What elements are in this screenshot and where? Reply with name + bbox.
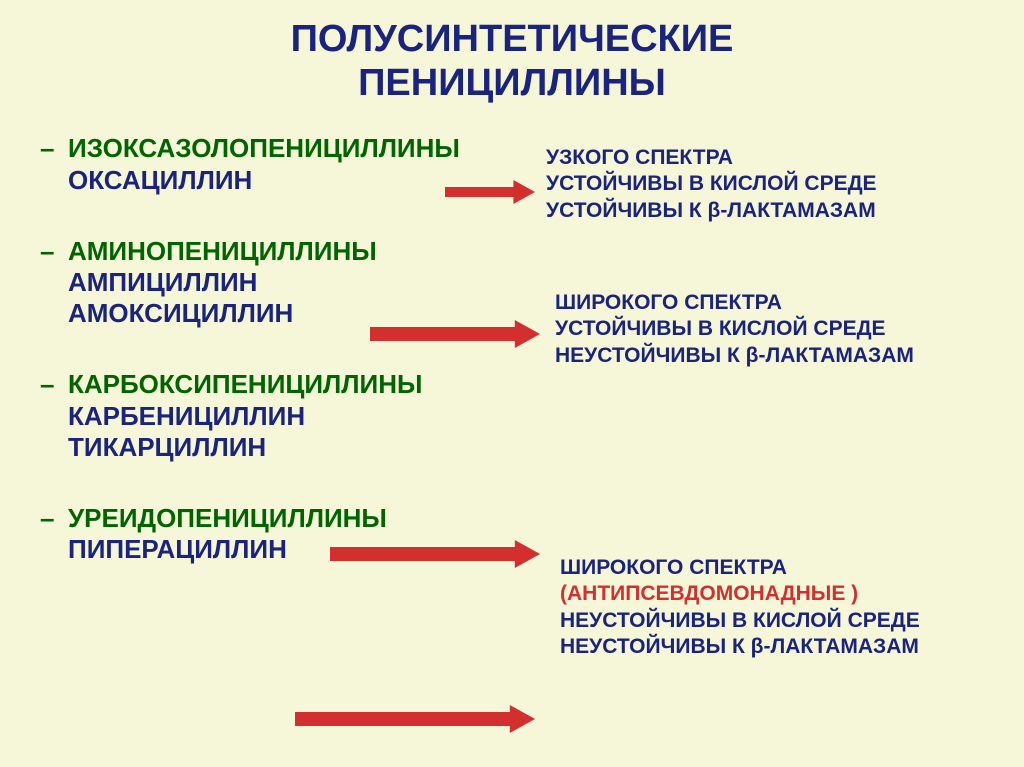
- desc-line: НЕУСТОЙЧИВЫ К β-ЛАКТАМАЗАМ: [560, 634, 920, 660]
- desc-line: НЕУСТОЙЧИВЫ В КИСЛОЙ СРЕДЕ: [560, 608, 920, 634]
- arrow-icon: [330, 540, 540, 568]
- group-carboxy: – КАРБОКСИПЕНИЦИЛЛИНЫ КАРБЕНИЦИЛЛИН ТИКА…: [40, 369, 1024, 463]
- desc-block-1: ШИРОКОГО СПЕКТРА УСТОЙЧИВЫ В КИСЛОЙ СРЕД…: [555, 290, 914, 369]
- arrow-icon: [370, 320, 540, 348]
- desc-block-0: УЗКОГО СПЕКТРА УСТОЙЧИВЫ В КИСЛОЙ СРЕДЕ …: [546, 145, 877, 224]
- desc-line: ШИРОКОГО СПЕКТРА: [555, 290, 914, 316]
- desc-line: ШИРОКОГО СПЕКТРА: [560, 555, 920, 581]
- bullet-dash: –: [40, 133, 68, 164]
- desc-line: НЕУСТОЙЧИВЫ К β-ЛАКТАМАЗАМ: [555, 343, 914, 369]
- arrow-icon: [445, 180, 535, 204]
- desc-line: УЗКОГО СПЕКТРА: [546, 145, 877, 171]
- bullet-dash: –: [40, 236, 68, 267]
- desc-line: УСТОЙЧИВЫ К β-ЛАКТАМАЗАМ: [546, 198, 877, 224]
- group-head: ИЗОКСАЗОЛОПЕНИЦИЛЛИНЫ: [68, 133, 460, 164]
- bullet-dash: –: [40, 369, 68, 400]
- title-line-1: ПОЛУСИНТЕТИЧЕСКИЕ: [0, 18, 1024, 62]
- group-head: АМИНОПЕНИЦИЛЛИНЫ: [68, 236, 377, 267]
- desc-block-2: ШИРОКОГО СПЕКТРА (АНТИПСЕВДОМОНАДНЫЕ ) Н…: [560, 555, 920, 660]
- slide-title: ПОЛУСИНТЕТИЧЕСКИЕ ПЕНИЦИЛЛИНЫ: [0, 0, 1024, 105]
- desc-line-highlight: (АНТИПСЕВДОМОНАДНЫЕ ): [560, 581, 920, 607]
- bullet-dash: –: [40, 503, 68, 534]
- group-head: УРЕИДОПЕНИЦИЛЛИНЫ: [68, 503, 387, 534]
- group-head: КАРБОКСИПЕНИЦИЛЛИНЫ: [68, 369, 422, 400]
- drug-name: ТИКАРЦИЛЛИН: [68, 432, 1024, 463]
- title-line-2: ПЕНИЦИЛЛИНЫ: [0, 62, 1024, 106]
- drug-name: КАРБЕНИЦИЛЛИН: [68, 401, 1024, 432]
- arrow-icon: [295, 705, 535, 733]
- desc-line: УСТОЙЧИВЫ В КИСЛОЙ СРЕДЕ: [546, 171, 877, 197]
- desc-line: УСТОЙЧИВЫ В КИСЛОЙ СРЕДЕ: [555, 316, 914, 342]
